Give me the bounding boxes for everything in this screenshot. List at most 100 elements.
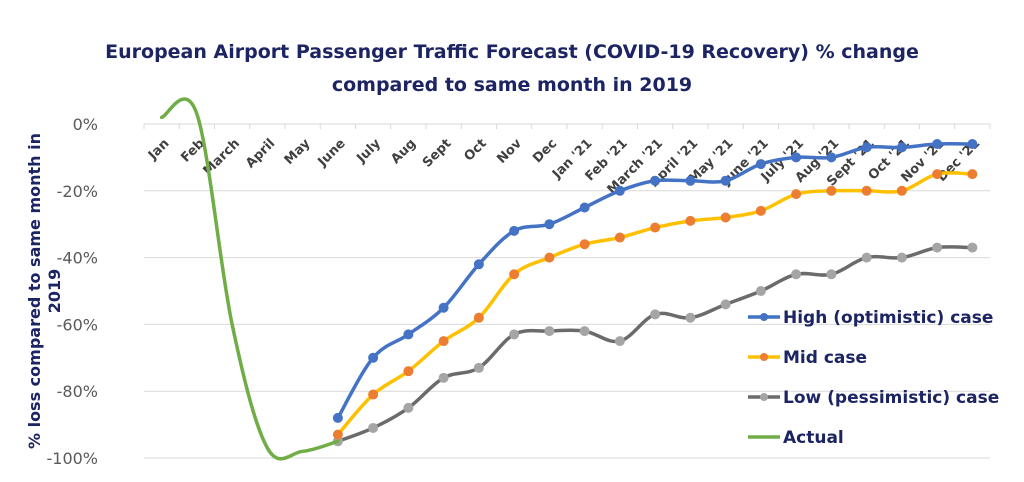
x-tick-label: April — [243, 136, 278, 171]
data-point — [685, 175, 696, 186]
legend: High (optimistic) case Mid case Low (pessi… — [748, 308, 999, 448]
data-point — [579, 202, 590, 213]
data-point — [438, 372, 449, 383]
y-tick-label: -40% — [57, 249, 98, 268]
data-point — [438, 336, 449, 347]
data-point — [826, 269, 837, 280]
data-point — [932, 242, 943, 253]
series-high-optimistic-case — [332, 139, 978, 423]
data-point — [368, 422, 379, 433]
legend-item: Low (pessimistic) case — [748, 388, 999, 408]
series-line — [336, 245, 975, 444]
x-tick-label: Dec — [530, 136, 560, 166]
data-point — [685, 215, 696, 226]
data-point — [826, 185, 837, 196]
series-line — [159, 97, 340, 461]
x-tick-label: May — [282, 136, 314, 168]
y-tick-label: 0% — [73, 115, 98, 134]
data-point — [473, 362, 484, 373]
data-point — [614, 232, 625, 243]
y-axis-title: % loss compared to same month in 2019 — [25, 133, 64, 449]
data-point — [896, 142, 907, 153]
data-point — [932, 139, 943, 150]
y-tick-label: -20% — [57, 182, 98, 201]
legend-swatch-marker — [760, 313, 768, 321]
data-point — [720, 212, 731, 223]
data-point — [967, 242, 978, 253]
data-point — [650, 175, 661, 186]
x-tick-label: Oct — [461, 136, 489, 164]
y-tick-label: -100% — [46, 449, 98, 468]
data-point — [544, 252, 555, 263]
legend-item: High (optimistic) case — [748, 308, 993, 328]
legend-label: Actual — [783, 428, 844, 448]
data-point — [755, 286, 766, 296]
y-axis-ticks: 0% -20% -40% -60% -80% -100% — [46, 115, 98, 468]
chart-title: European Airport Passenger Traffic Forec… — [105, 41, 919, 96]
data-point — [967, 139, 978, 150]
data-point — [720, 175, 731, 186]
data-point — [438, 302, 449, 313]
x-tick-label: Jan — [145, 136, 172, 163]
legend-item: Actual — [748, 428, 844, 448]
data-point — [755, 205, 766, 216]
legend-swatch-marker — [760, 353, 768, 361]
data-point — [791, 269, 802, 280]
chart-title-line-2: compared to same month in 2019 — [332, 74, 692, 96]
data-point — [509, 269, 520, 280]
data-point — [861, 252, 872, 263]
data-point — [368, 389, 379, 400]
data-point — [650, 309, 661, 320]
legend-label: Mid case — [783, 348, 867, 368]
data-point — [473, 259, 484, 270]
data-point — [332, 429, 343, 440]
data-point — [896, 185, 907, 196]
data-point — [967, 169, 978, 180]
data-point — [544, 219, 555, 230]
y-axis-title-line-2: 2019 — [45, 269, 64, 314]
data-point — [896, 252, 907, 263]
data-point — [403, 329, 414, 340]
x-tick-label: June — [315, 136, 349, 170]
legend-item: Mid case — [748, 348, 867, 368]
y-axis-title-line-1: % loss compared to same month in — [25, 133, 44, 449]
data-point — [332, 412, 343, 423]
data-point — [614, 185, 625, 196]
data-point — [509, 329, 520, 340]
data-point — [861, 142, 872, 153]
data-point — [650, 222, 661, 233]
data-point — [403, 366, 414, 377]
series-mid-case — [332, 169, 978, 440]
data-point — [403, 402, 414, 413]
data-point — [755, 159, 766, 170]
data-point — [368, 352, 379, 363]
data-point — [861, 185, 872, 196]
y-tick-label: -80% — [57, 382, 98, 401]
data-point — [614, 336, 625, 347]
data-point — [685, 312, 696, 323]
x-tick-label: Nov — [494, 136, 525, 167]
x-tick-label: Sept — [420, 136, 454, 170]
data-point — [791, 189, 802, 200]
legend-label: Low (pessimistic) case — [783, 388, 999, 408]
series-low-pessimistic-case — [332, 242, 978, 447]
data-point — [932, 169, 943, 180]
legend-label: High (optimistic) case — [783, 308, 993, 328]
x-tick-label: Aug — [388, 136, 419, 167]
data-point — [791, 152, 802, 163]
series-actual — [159, 97, 340, 461]
data-point — [544, 326, 555, 337]
chart-title-line-1: European Airport Passenger Traffic Forec… — [105, 41, 919, 63]
y-tick-label: -60% — [57, 315, 98, 334]
data-point — [473, 312, 484, 323]
data-point — [826, 152, 837, 163]
x-tick-label: July — [354, 136, 385, 167]
data-point — [579, 239, 590, 250]
data-point — [720, 299, 731, 310]
series — [159, 97, 978, 461]
legend-swatch-marker — [760, 393, 768, 401]
data-point — [579, 326, 590, 337]
data-point — [509, 225, 520, 236]
